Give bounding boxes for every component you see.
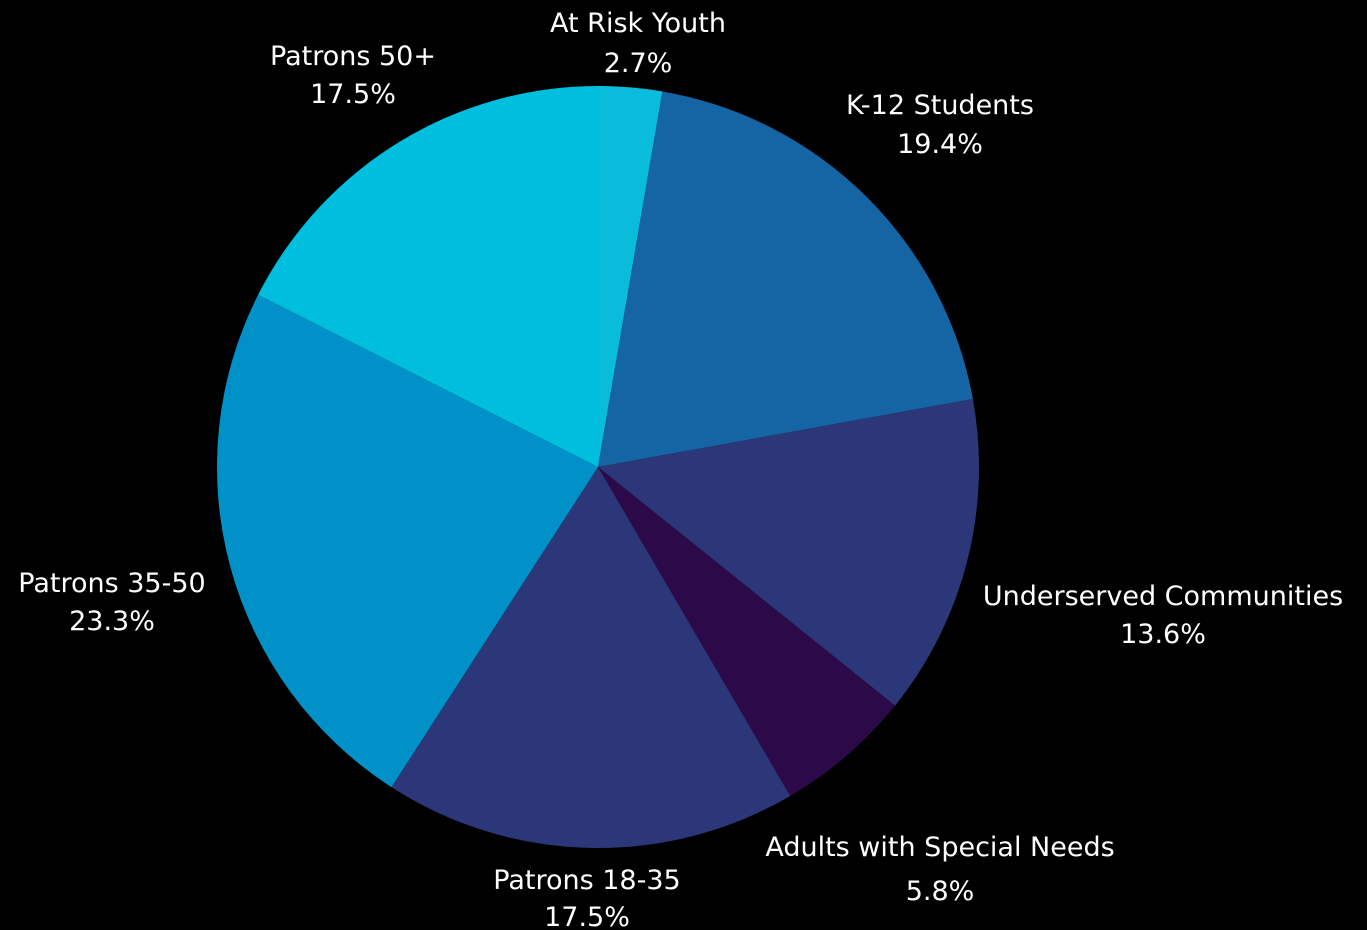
slice-percent-label: 2.7% — [604, 48, 673, 79]
pie-slice-patrons-35-50 — [217, 294, 598, 788]
slice-percent-label: 19.4% — [897, 129, 983, 160]
slice-label: K-12 Students — [846, 90, 1034, 121]
slice-label: Adults with Special Needs — [765, 832, 1114, 863]
pie-slice-at-risk-youth — [598, 86, 663, 467]
slice-percent-label: 17.5% — [310, 79, 396, 110]
pie-slice-k-12-students — [598, 91, 973, 468]
pie-labels: At Risk Youth 2.7% K-12 Students 19.4% Under… — [18, 8, 1343, 930]
pie-slice-patrons-18-35 — [391, 467, 791, 848]
pie-slice-adults-with-special-needs — [598, 467, 896, 796]
slice-label: Patrons 35-50 — [18, 568, 205, 599]
slice-percent-label: 5.8% — [906, 876, 975, 907]
pie-slice-underserved-communities — [598, 399, 979, 706]
slice-percent-label: 13.6% — [1120, 619, 1206, 650]
slice-label: At Risk Youth — [550, 8, 726, 39]
slice-label: Patrons 18-35 — [493, 865, 680, 896]
slice-percent-label: 17.5% — [544, 902, 630, 930]
slice-label: Patrons 50+ — [270, 41, 436, 72]
pie-slices — [217, 86, 979, 848]
slice-label: Underserved Communities — [983, 581, 1343, 612]
pie-slice-patrons-50- — [258, 86, 598, 467]
slice-percent-label: 23.3% — [69, 606, 155, 637]
